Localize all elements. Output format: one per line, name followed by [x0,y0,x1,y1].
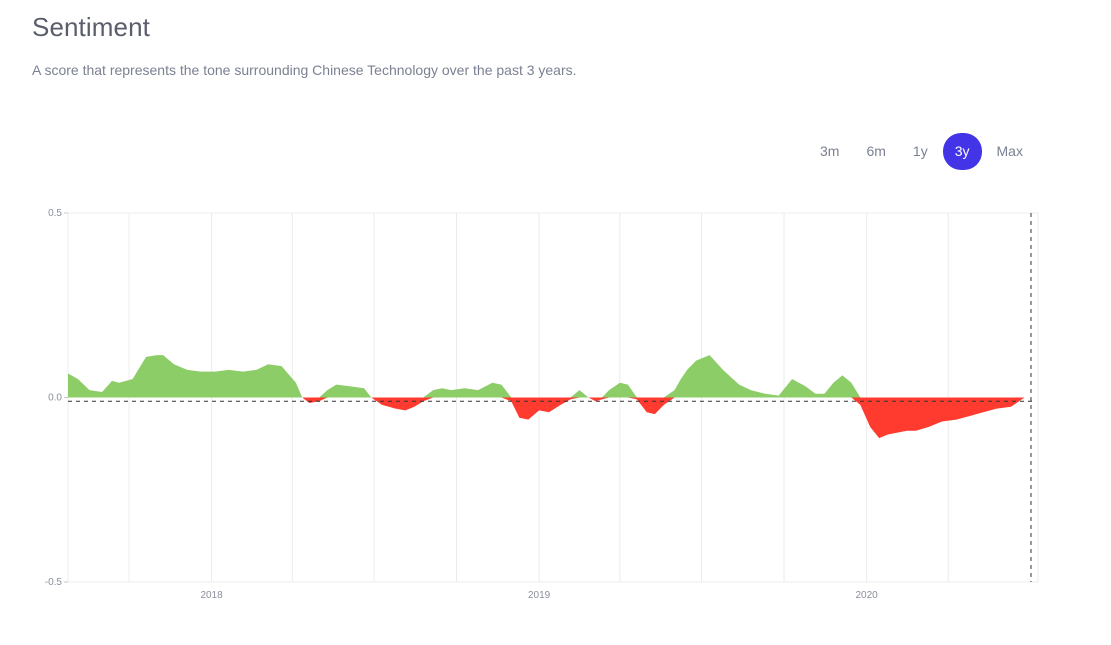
y-tick-label: -0.5 [45,577,63,588]
positive-sentiment-area [68,355,1038,398]
negative-sentiment-area [68,397,1038,439]
range-tab-3y[interactable]: 3y [942,133,982,170]
x-tick-label: 2020 [855,590,878,601]
y-tick-label: 0.5 [48,208,62,219]
range-tab-3m[interactable]: 3m [808,133,851,170]
x-tick-label: 2019 [528,590,551,601]
range-tab-6m[interactable]: 6m [854,133,897,170]
chart-plot-area [68,355,1038,439]
x-tick-label: 2018 [200,590,223,601]
range-tab-1y[interactable]: 1y [901,133,940,170]
range-tab-max[interactable]: Max [985,133,1035,170]
y-tick-label: 0.0 [48,393,62,404]
time-range-selector: 3m 6m 1y 3y Max [808,133,1038,170]
page-subtitle: A score that represents the tone surroun… [32,62,577,78]
page-title: Sentiment [32,12,150,42]
chart-axes: 0.5 0.0 -0.5 2018 2019 2020 [45,208,1032,601]
